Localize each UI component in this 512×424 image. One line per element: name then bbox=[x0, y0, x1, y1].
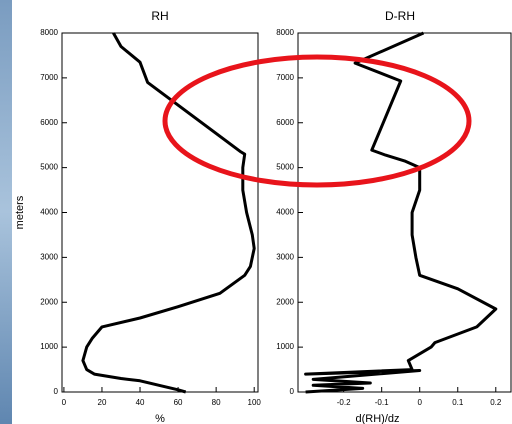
data-line bbox=[304, 31, 498, 394]
x-tick-label: 0.2 bbox=[490, 398, 502, 407]
x-tick-label: -0.2 bbox=[337, 398, 351, 407]
y-tick-label: 4000 bbox=[276, 208, 294, 217]
x-tick-label: 80 bbox=[212, 398, 221, 407]
background-strip bbox=[0, 0, 12, 424]
y-tick-label: 3000 bbox=[40, 252, 58, 261]
x-tick-label: 20 bbox=[98, 398, 107, 407]
y-tick-label: 5000 bbox=[40, 163, 58, 172]
x-tick-label: 0.1 bbox=[452, 398, 464, 407]
x-tick-label: 40 bbox=[136, 398, 145, 407]
x-axis-label: % bbox=[155, 413, 165, 424]
y-tick-label: 6000 bbox=[276, 118, 294, 127]
y-tick-label: 0 bbox=[54, 387, 59, 396]
y-tick-label: 1000 bbox=[276, 342, 294, 351]
y-tick-label: 1000 bbox=[40, 342, 58, 351]
y-tick-label: 2000 bbox=[276, 297, 294, 306]
y-tick-label: 5000 bbox=[276, 163, 294, 172]
x-tick-label: -0.1 bbox=[375, 398, 389, 407]
y-tick-label: 2000 bbox=[40, 297, 58, 306]
plot-frame bbox=[297, 32, 512, 393]
panel-title: D-RH bbox=[385, 9, 415, 23]
y-tick-label: 8000 bbox=[276, 28, 294, 37]
x-tick-label: 0 bbox=[417, 398, 422, 407]
y-tick-label: 6000 bbox=[40, 118, 58, 127]
x-tick-label: 0 bbox=[62, 398, 67, 407]
x-tick-label: 60 bbox=[174, 398, 183, 407]
annotation-ellipse bbox=[162, 54, 472, 188]
panel-title: RH bbox=[151, 9, 168, 23]
x-tick-label: 100 bbox=[248, 398, 262, 407]
x-axis-label: d(RH)/dz bbox=[355, 413, 399, 424]
y-tick-label: 4000 bbox=[40, 208, 58, 217]
data-line bbox=[81, 32, 256, 394]
y-tick-label: 7000 bbox=[276, 73, 294, 82]
y-tick-label: 8000 bbox=[40, 28, 58, 37]
y-tick-label: 3000 bbox=[276, 252, 294, 261]
y-axis-label: meters bbox=[14, 195, 26, 229]
y-tick-label: 7000 bbox=[40, 73, 58, 82]
y-tick-label: 0 bbox=[290, 387, 295, 396]
